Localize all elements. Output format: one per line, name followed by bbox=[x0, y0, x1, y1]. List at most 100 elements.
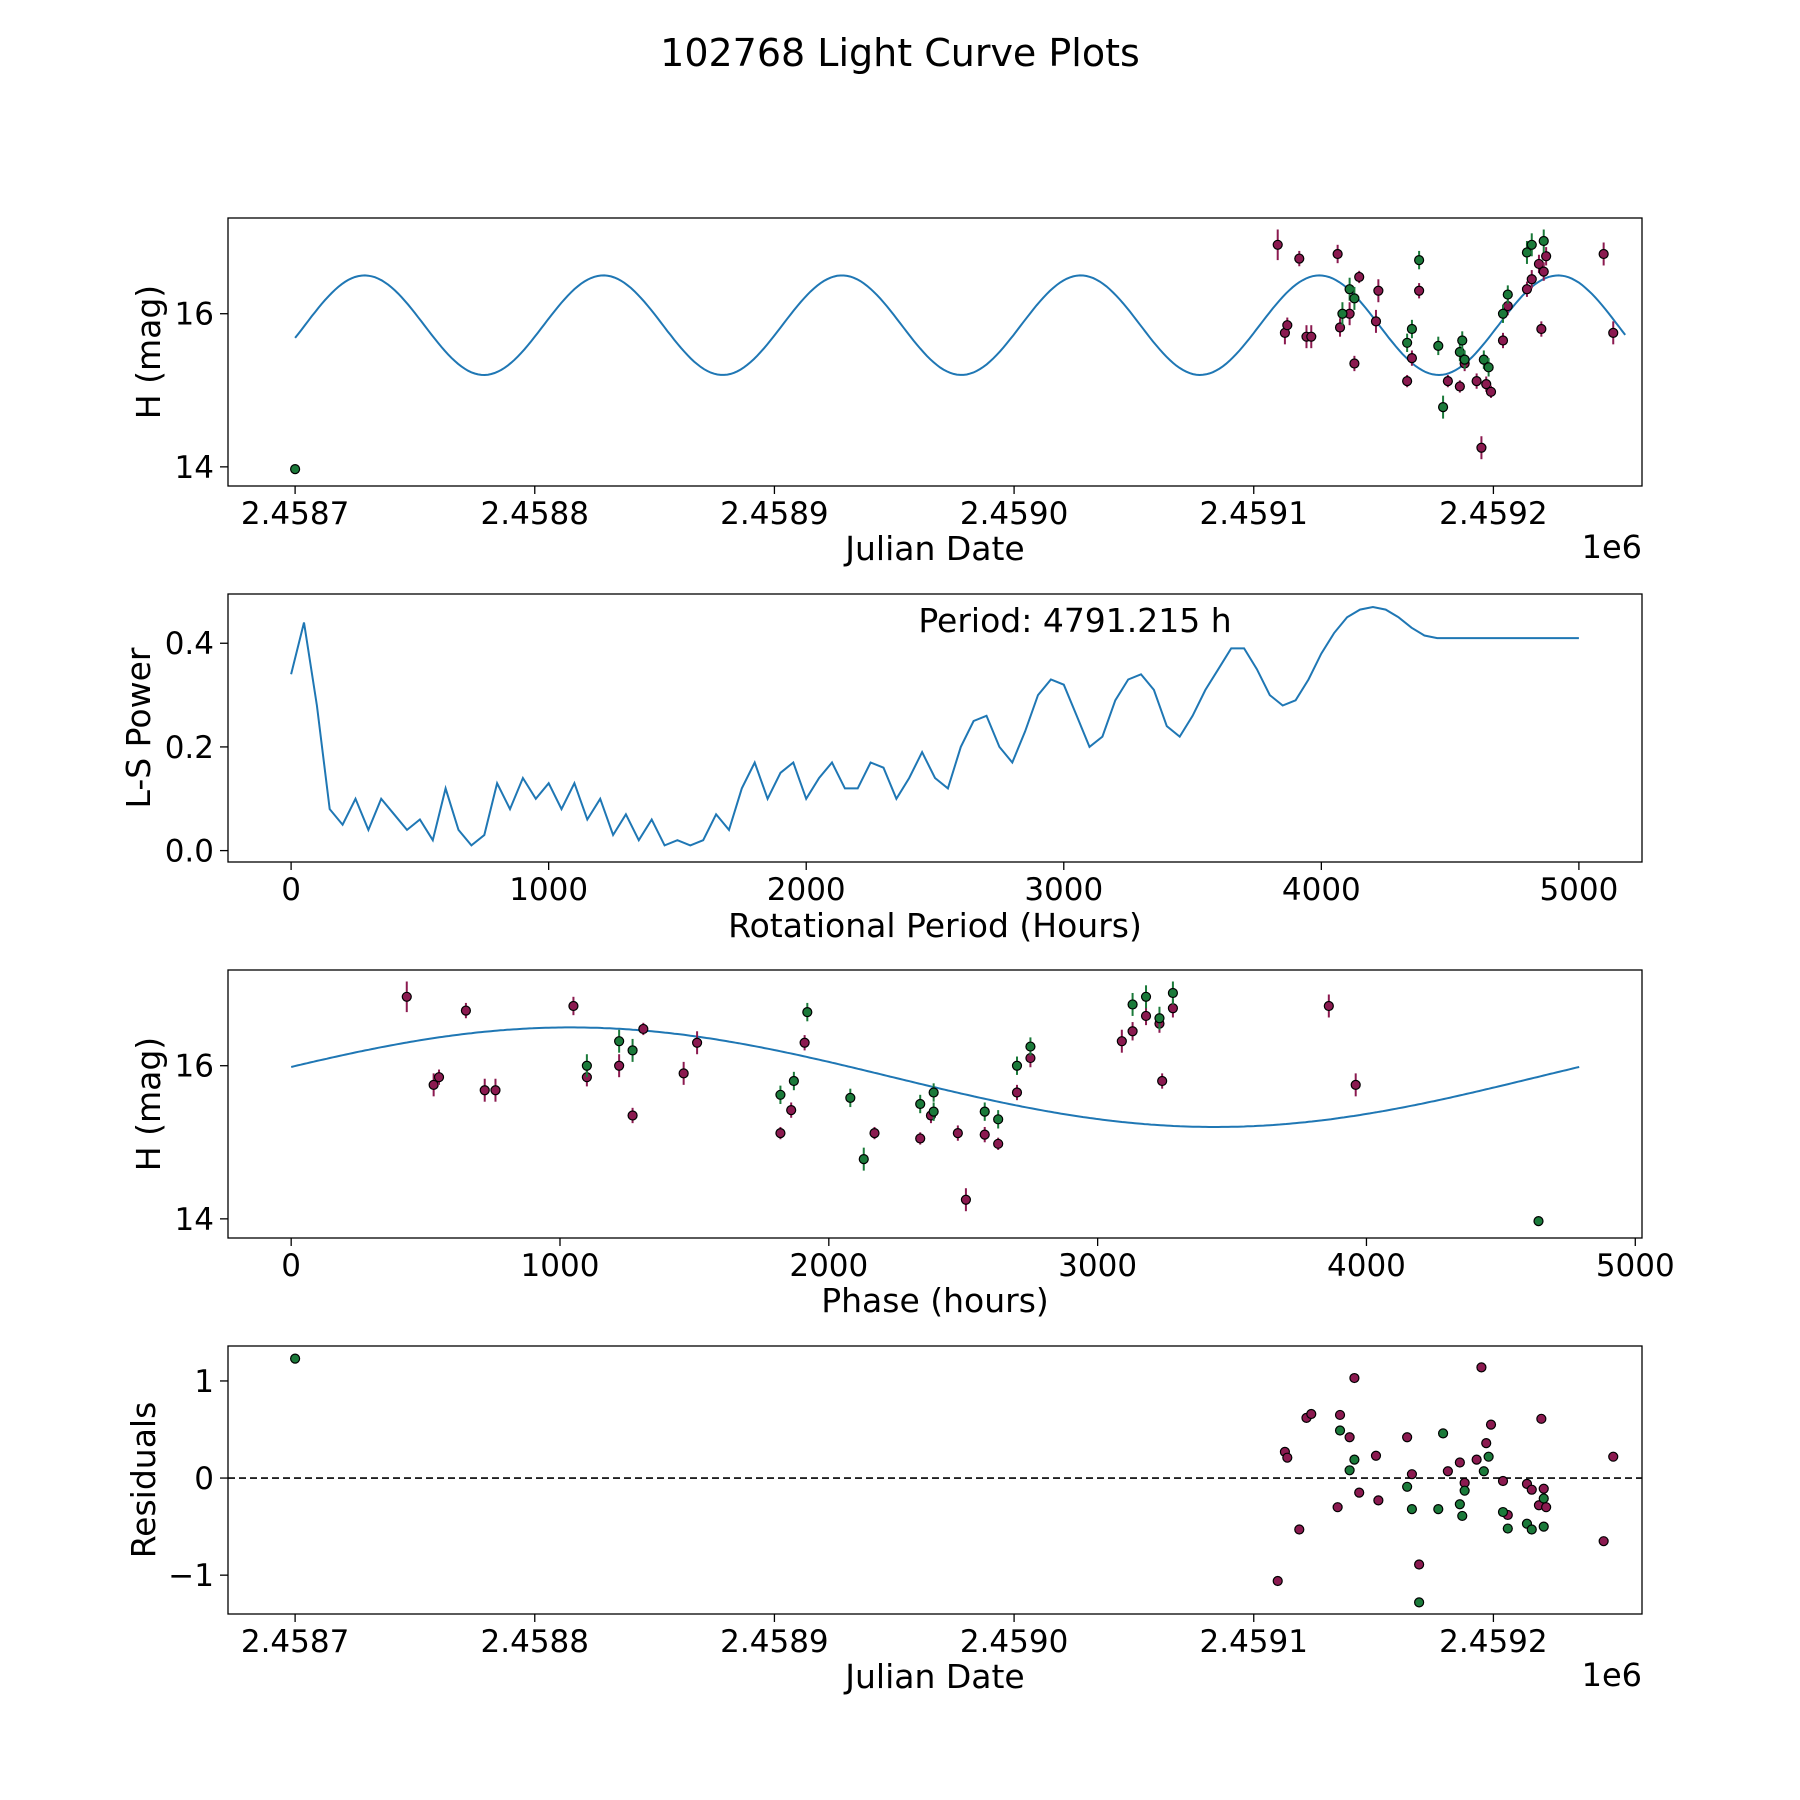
light-curve-offset-label: 1e6 bbox=[1582, 528, 1642, 566]
light-curve-point-green bbox=[1457, 335, 1468, 346]
phase-folded-point-green bbox=[775, 1089, 786, 1100]
residuals-point-purple bbox=[1538, 1483, 1549, 1494]
periodogram-xtick-label: 2000 bbox=[767, 872, 846, 908]
residuals-point-green bbox=[1344, 1465, 1355, 1476]
light-curve-xtick-label: 2.4591 bbox=[1200, 496, 1308, 532]
residuals-xtick: 2.4590 bbox=[960, 1614, 1068, 1660]
residuals-point-green bbox=[1457, 1510, 1468, 1522]
phase-folded-point-purple bbox=[1323, 1000, 1334, 1012]
phase-folded-point-green bbox=[1154, 1013, 1165, 1024]
residuals-xtick: 2.4587 bbox=[241, 1614, 349, 1660]
light-curve-ytick-label: 16 bbox=[175, 297, 214, 333]
residuals-ytick-label: 0 bbox=[194, 1461, 214, 1497]
phase-folded-point-purple bbox=[1140, 1010, 1152, 1022]
residuals-point-purple bbox=[1406, 1469, 1418, 1480]
residuals-ytick-label: −1 bbox=[168, 1558, 214, 1594]
phase-folded-xtick-label: 4000 bbox=[1327, 1248, 1406, 1284]
phase-folded-point-purple bbox=[1157, 1075, 1168, 1087]
phase-folded-point-purple bbox=[627, 1110, 638, 1121]
light-curve-point-green bbox=[1414, 255, 1425, 266]
phase-folded-point-purple bbox=[401, 991, 412, 1002]
phase-folded-point-green bbox=[1140, 991, 1152, 1002]
phase-folded-ytick-label: 14 bbox=[175, 1202, 214, 1238]
phase-folded-point-purple bbox=[433, 1072, 445, 1083]
residuals-xtick-label: 2.4591 bbox=[1200, 1624, 1308, 1660]
light-curve-point-green bbox=[1344, 284, 1355, 295]
residuals-point-purple bbox=[1476, 1362, 1487, 1373]
light-curve-point-purple bbox=[1349, 358, 1360, 369]
residuals-point-purple bbox=[1414, 1559, 1425, 1570]
phase-folded-point-green bbox=[1127, 999, 1138, 1010]
periodogram-ytick-label: 0.0 bbox=[165, 834, 214, 870]
phase-folded-point-purple bbox=[1127, 1026, 1138, 1037]
phase-folded-point-green bbox=[1167, 987, 1179, 999]
residuals-point-purple bbox=[1354, 1487, 1365, 1498]
residuals-point-green bbox=[1459, 1485, 1470, 1496]
light-curve-model-curve bbox=[294, 274, 1626, 377]
residuals-point-green bbox=[1437, 1428, 1449, 1439]
period-annotation: Period: 4791.215 h bbox=[918, 601, 1231, 640]
periodogram-ytick-label: 0.2 bbox=[165, 730, 214, 766]
periodogram-frame bbox=[227, 593, 1643, 863]
residuals-point-green bbox=[1402, 1481, 1413, 1492]
periodogram-ytick-label: 0.4 bbox=[165, 626, 214, 662]
light-curve-point-purple bbox=[1294, 253, 1305, 264]
light-curve-xtick-label: 2.4590 bbox=[960, 496, 1068, 532]
phase-folded-point-purple bbox=[786, 1105, 797, 1116]
phase-folded-point-purple bbox=[960, 1194, 972, 1205]
light-curve-xtick-label: 2.4589 bbox=[720, 496, 828, 532]
residuals-point-green bbox=[1483, 1451, 1494, 1462]
periodogram-ytick: 0.4 bbox=[165, 626, 228, 662]
light-curve-point-purple bbox=[1481, 379, 1492, 390]
phase-folded-xtick-label: 0 bbox=[281, 1248, 301, 1284]
residuals-ytick: 1 bbox=[194, 1364, 228, 1400]
light-curve-point-green bbox=[290, 464, 301, 475]
periodogram-xtick: 3000 bbox=[1024, 862, 1103, 908]
residuals-point-purple bbox=[1334, 1409, 1346, 1421]
phase-folded-point-purple bbox=[775, 1127, 786, 1139]
phase-folded-point-green bbox=[581, 1060, 592, 1071]
light-curve-xtick: 2.4589 bbox=[720, 486, 829, 532]
phase-folded-point-purple bbox=[568, 1000, 579, 1012]
phase-folded-ytick-label: 16 bbox=[175, 1049, 214, 1085]
light-curve-point-green bbox=[1349, 293, 1360, 304]
phase-folded-point-purple bbox=[952, 1127, 963, 1139]
residuals-panel: Julian Date Residuals 1e6 2.4587 2.4588 2.… bbox=[124, 1345, 1643, 1696]
phase-folded-point-purple bbox=[1350, 1079, 1361, 1090]
phase-folded-point-purple bbox=[460, 1005, 472, 1016]
residuals-xtick-label: 2.4588 bbox=[481, 1624, 589, 1660]
residuals-point-green bbox=[1406, 1504, 1418, 1515]
light-curve-point-purple bbox=[1521, 284, 1533, 295]
periodogram-ytick: 0.2 bbox=[165, 730, 228, 766]
light-curve-point-purple bbox=[1332, 248, 1343, 260]
residuals-point-purple bbox=[1373, 1495, 1384, 1506]
residuals-point-green bbox=[1454, 1499, 1465, 1510]
residuals-point-green bbox=[1497, 1506, 1509, 1518]
phase-folded-model-curve bbox=[290, 1026, 1580, 1128]
phase-folded-point-green bbox=[858, 1154, 869, 1165]
residuals-point-purple bbox=[1541, 1502, 1552, 1513]
light-curve-point-purple bbox=[1282, 320, 1293, 331]
light-curve-xtick: 2.4591 bbox=[1200, 486, 1308, 532]
phase-folded-point-green bbox=[788, 1075, 799, 1087]
light-curve-point-purple bbox=[1454, 381, 1465, 392]
residuals-xtick-label: 2.4592 bbox=[1439, 1624, 1547, 1660]
periodogram-ytick: 0.0 bbox=[165, 834, 228, 870]
residuals-frame bbox=[227, 1345, 1643, 1615]
residuals-ytick: 0 bbox=[194, 1461, 228, 1497]
periodogram-xtick: 0 bbox=[281, 862, 301, 908]
light-curve-point-purple bbox=[1334, 322, 1346, 333]
light-curve-point-green bbox=[1502, 289, 1513, 300]
phase-folded-xtick-label: 3000 bbox=[1058, 1248, 1137, 1284]
residuals-point-purple bbox=[1608, 1451, 1619, 1462]
phase-folded-ytick: 16 bbox=[175, 1049, 228, 1085]
light-curve-xtick-label: 2.4592 bbox=[1439, 496, 1547, 532]
residuals-point-purple bbox=[1349, 1372, 1360, 1384]
light-curve-ytick: 14 bbox=[175, 450, 228, 486]
periodogram-xtick: 5000 bbox=[1539, 862, 1618, 908]
residuals-ytick: −1 bbox=[168, 1558, 228, 1594]
residuals-point-green bbox=[1502, 1523, 1513, 1534]
phase-folded-point-green bbox=[845, 1092, 856, 1103]
periodogram-xtick: 2000 bbox=[767, 862, 846, 908]
